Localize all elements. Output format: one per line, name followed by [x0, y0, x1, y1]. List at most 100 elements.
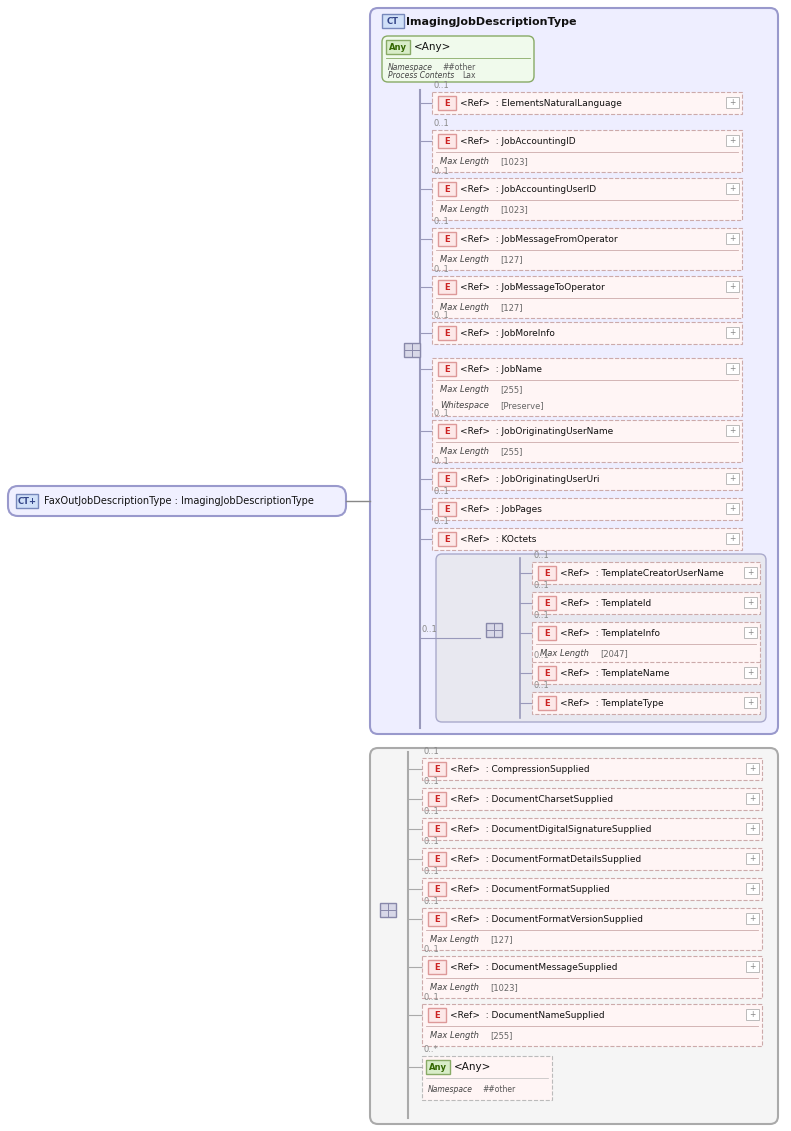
Text: Namespace: Namespace: [388, 62, 433, 71]
Text: <Any>: <Any>: [454, 1062, 491, 1072]
Text: <Ref>  : ElementsNaturalLanguage: <Ref> : ElementsNaturalLanguage: [460, 98, 622, 107]
Text: 0..1: 0..1: [434, 217, 450, 226]
Text: Namespace: Namespace: [428, 1085, 473, 1094]
Text: 0..1: 0..1: [534, 611, 550, 620]
Text: Max Length: Max Length: [440, 256, 489, 265]
Bar: [428, 912, 446, 926]
Text: <Ref>  : DocumentFormatDetailsSupplied: <Ref> : DocumentFormatDetailsSupplied: [450, 855, 642, 863]
Text: E: E: [434, 824, 440, 834]
Bar: [726, 183, 739, 195]
Bar: [428, 882, 446, 896]
Text: +: +: [729, 282, 736, 291]
Bar: [422, 1004, 762, 1046]
Text: +: +: [729, 136, 736, 145]
Text: E: E: [445, 364, 450, 373]
Text: <Ref>  : DocumentNameSupplied: <Ref> : DocumentNameSupplied: [450, 1010, 604, 1019]
Text: <Ref>  : DocumentDigitalSignatureSupplied: <Ref> : DocumentDigitalSignatureSupplied: [450, 824, 652, 834]
Text: Max Length: Max Length: [440, 303, 489, 312]
Text: <Ref>  : TemplateType: <Ref> : TemplateType: [560, 699, 664, 708]
Text: 0..1: 0..1: [434, 311, 450, 320]
Text: Max Length: Max Length: [440, 206, 489, 215]
Bar: [532, 692, 760, 714]
Text: Whitespace: Whitespace: [440, 402, 489, 411]
FancyBboxPatch shape: [436, 554, 766, 722]
Bar: [538, 566, 556, 580]
Text: ##other: ##other: [482, 1085, 515, 1094]
Text: E: E: [445, 283, 450, 292]
Bar: [438, 532, 456, 546]
Text: E: E: [434, 794, 440, 803]
FancyBboxPatch shape: [8, 486, 346, 516]
Bar: [432, 228, 742, 270]
Text: 0..1: 0..1: [434, 167, 450, 176]
Text: Max Length: Max Length: [540, 649, 589, 658]
Text: [255]: [255]: [500, 386, 522, 395]
Text: 0..1: 0..1: [534, 651, 550, 661]
Text: E: E: [544, 598, 550, 607]
Text: <Ref>  : TemplateCreatorUserName: <Ref> : TemplateCreatorUserName: [560, 569, 724, 578]
Text: E: E: [445, 137, 450, 146]
Text: +: +: [729, 534, 736, 543]
Text: +: +: [747, 568, 754, 577]
Bar: [432, 178, 742, 221]
Bar: [438, 424, 456, 438]
Bar: [428, 792, 446, 806]
FancyBboxPatch shape: [370, 8, 778, 734]
Text: [2047]: [2047]: [600, 649, 628, 658]
Text: +: +: [729, 504, 736, 513]
Text: +: +: [729, 184, 736, 193]
Text: Any: Any: [429, 1062, 447, 1071]
Bar: [432, 322, 742, 344]
Bar: [746, 853, 759, 864]
Bar: [746, 1009, 759, 1020]
Bar: [428, 822, 446, 836]
Text: +: +: [749, 914, 755, 923]
Bar: [726, 533, 739, 544]
Bar: [726, 363, 739, 374]
Text: <Ref>  : JobOriginatingUserUri: <Ref> : JobOriginatingUserUri: [460, 475, 600, 483]
Bar: [746, 763, 759, 774]
Text: 0..1: 0..1: [434, 265, 450, 274]
Text: ImagingJobDescriptionType: ImagingJobDescriptionType: [406, 17, 577, 27]
Bar: [432, 359, 742, 416]
Text: E: E: [544, 569, 550, 578]
Text: E: E: [434, 884, 440, 893]
Bar: [432, 468, 742, 490]
Text: +: +: [729, 234, 736, 243]
Text: <Ref>  : DocumentCharsetSupplied: <Ref> : DocumentCharsetSupplied: [450, 794, 613, 803]
Text: <Ref>  : TemplateInfo: <Ref> : TemplateInfo: [560, 629, 660, 638]
Text: <Ref>  : JobMessageToOperator: <Ref> : JobMessageToOperator: [460, 283, 605, 292]
Text: 0..1: 0..1: [534, 551, 550, 560]
Text: 0..1: 0..1: [424, 897, 440, 906]
Bar: [432, 498, 742, 520]
Text: 0..*: 0..*: [424, 1045, 439, 1054]
Bar: [428, 762, 446, 776]
Text: <Ref>  : TemplateName: <Ref> : TemplateName: [560, 668, 669, 677]
Text: 0..1: 0..1: [434, 409, 450, 418]
Text: +: +: [729, 364, 736, 373]
Text: +: +: [749, 884, 755, 893]
Text: 0..1: 0..1: [424, 746, 440, 756]
Text: <Ref>  : JobOriginatingUserName: <Ref> : JobOriginatingUserName: [460, 426, 613, 435]
Bar: [538, 696, 556, 710]
Text: [127]: [127]: [500, 256, 523, 265]
Text: +: +: [749, 854, 755, 863]
Bar: [744, 627, 757, 638]
Text: E: E: [445, 475, 450, 483]
Bar: [438, 133, 456, 148]
Text: [1023]: [1023]: [500, 157, 528, 166]
Text: 0..1: 0..1: [434, 487, 450, 497]
Text: +: +: [729, 474, 736, 483]
FancyBboxPatch shape: [382, 36, 534, 83]
Bar: [428, 960, 446, 974]
Bar: [746, 961, 759, 972]
Text: +: +: [747, 698, 754, 707]
Text: E: E: [445, 504, 450, 513]
Text: E: E: [445, 184, 450, 193]
Bar: [532, 592, 760, 614]
Text: Max Length: Max Length: [440, 157, 489, 166]
Text: Max Length: Max Length: [430, 935, 479, 944]
Text: <Ref>  : JobPages: <Ref> : JobPages: [460, 504, 542, 513]
Bar: [532, 562, 760, 584]
Text: ##other: ##other: [442, 62, 475, 71]
